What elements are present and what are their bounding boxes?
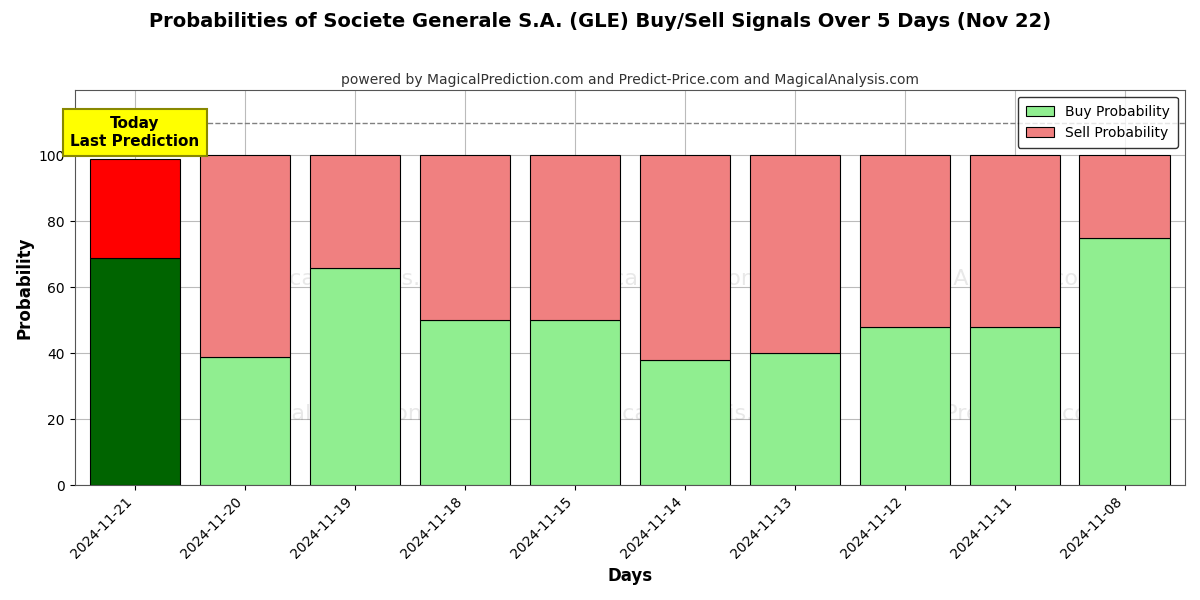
Bar xyxy=(1080,155,1170,238)
Bar xyxy=(640,360,730,485)
Text: MagicalPrediction.com: MagicalPrediction.com xyxy=(560,269,810,289)
Bar xyxy=(200,356,290,485)
Y-axis label: Probability: Probability xyxy=(16,236,34,338)
Text: MagicalAnalysis.com: MagicalAnalysis.com xyxy=(236,269,468,289)
Bar xyxy=(859,155,949,327)
Bar xyxy=(420,320,510,485)
Text: MagicalPrediction.com: MagicalPrediction.com xyxy=(227,404,478,424)
Bar xyxy=(420,155,510,320)
Bar xyxy=(859,327,949,485)
Bar xyxy=(529,320,620,485)
Bar xyxy=(750,353,840,485)
Text: MagicalAnalysis.com: MagicalAnalysis.com xyxy=(570,404,802,424)
Bar xyxy=(310,155,400,268)
Text: MagicalPrediction.com: MagicalPrediction.com xyxy=(860,404,1110,424)
Text: MagicalAnalysis.com: MagicalAnalysis.com xyxy=(869,269,1100,289)
Title: powered by MagicalPrediction.com and Predict-Price.com and MagicalAnalysis.com: powered by MagicalPrediction.com and Pre… xyxy=(341,73,919,87)
Bar xyxy=(1080,238,1170,485)
Bar xyxy=(640,155,730,360)
Legend: Buy Probability, Sell Probability: Buy Probability, Sell Probability xyxy=(1018,97,1178,148)
Bar xyxy=(90,257,180,485)
Bar xyxy=(310,268,400,485)
Text: Probabilities of Societe Generale S.A. (GLE) Buy/Sell Signals Over 5 Days (Nov 2: Probabilities of Societe Generale S.A. (… xyxy=(149,12,1051,31)
Bar xyxy=(970,155,1060,327)
Bar xyxy=(200,155,290,356)
Bar xyxy=(529,155,620,320)
Bar xyxy=(970,327,1060,485)
Bar xyxy=(750,155,840,353)
X-axis label: Days: Days xyxy=(607,567,653,585)
Text: Today
Last Prediction: Today Last Prediction xyxy=(71,116,199,149)
Bar xyxy=(90,159,180,257)
